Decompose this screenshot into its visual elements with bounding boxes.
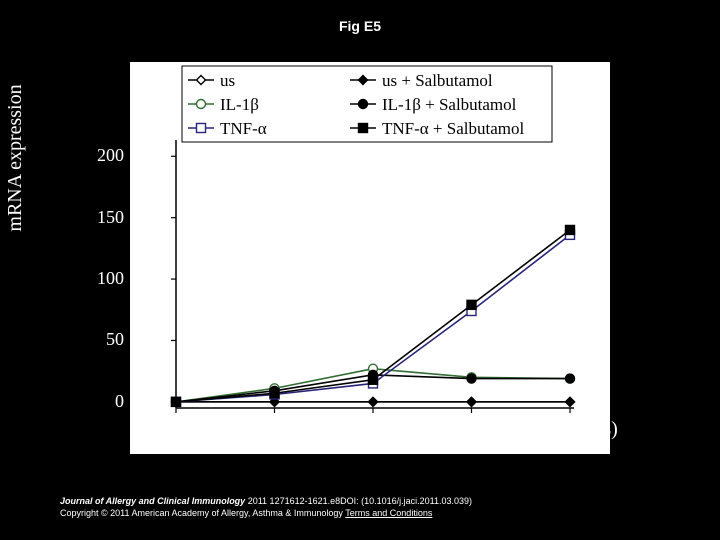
svg-text:IL-1β: IL-1β <box>220 95 259 114</box>
citation-ref: 2011 1271612-1621.e8DOI: (10.1016/j.jaci… <box>245 496 472 506</box>
y-tick: 100 <box>97 268 124 289</box>
svg-text:us + Salbutamol: us + Salbutamol <box>382 71 493 90</box>
line-chart: us IL-1β TNF-α us + Salbutamol IL-1β + Salbu… <box>130 62 610 454</box>
x-axis-units: (hours) <box>560 418 618 441</box>
y-tick: 0 <box>115 391 124 412</box>
svg-text:TNF-α + Salbutamol: TNF-α + Salbutamol <box>382 119 524 138</box>
y-axis-label-line1: Relative claudin-1 <box>0 58 3 258</box>
citation-copyright: Copyright © 2011 American Academy of All… <box>60 508 345 518</box>
svg-text:IL-1β + Salbutamol: IL-1β + Salbutamol <box>382 95 517 114</box>
chart-panel: us IL-1β TNF-α us + Salbutamol IL-1β + Salbu… <box>130 62 610 454</box>
svg-text:TNF-α: TNF-α <box>220 119 267 138</box>
terms-link[interactable]: Terms and Conditions <box>345 508 432 518</box>
citation-journal: Journal of Allergy and Clinical Immunolo… <box>60 496 245 506</box>
svg-text:us: us <box>220 71 235 90</box>
y-tick: 200 <box>97 145 124 166</box>
y-tick: 50 <box>106 329 124 350</box>
citation-block: Journal of Allergy and Clinical Immunolo… <box>60 495 472 520</box>
x-tick: 8 <box>365 416 374 437</box>
x-tick: 24 <box>464 416 482 437</box>
x-tick: 0 <box>168 416 177 437</box>
y-axis-label-line2: mRNA expression <box>4 58 27 258</box>
x-tick: 4 <box>267 416 276 437</box>
y-tick: 150 <box>97 207 124 228</box>
figure-title: Fig E5 <box>0 18 720 34</box>
